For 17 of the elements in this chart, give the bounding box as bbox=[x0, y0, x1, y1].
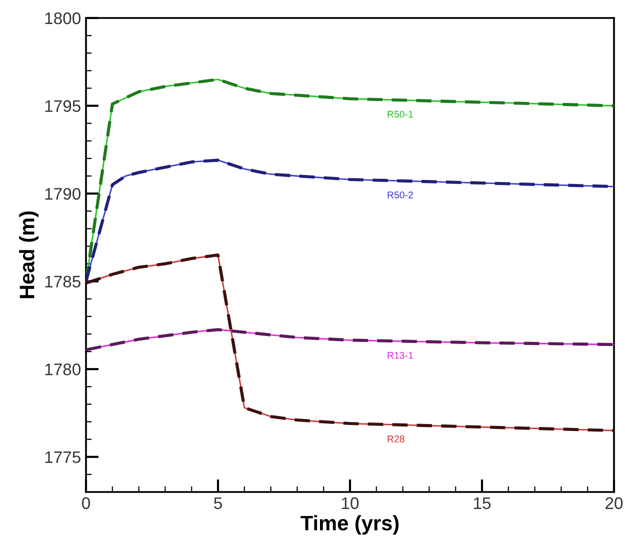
x-axis-title: Time (yrs) bbox=[300, 515, 399, 535]
series-label: R50-2 bbox=[388, 191, 413, 198]
y-tick-label: 1780 bbox=[45, 364, 80, 376]
x-tick-label: 0 bbox=[82, 497, 90, 510]
x-tick-label: 20 bbox=[606, 497, 623, 510]
series-label: R50-1 bbox=[388, 110, 413, 118]
y-tick-label: 1775 bbox=[45, 451, 80, 464]
y-tick-label: 1795 bbox=[45, 100, 80, 112]
x-tick-label: 10 bbox=[342, 497, 359, 510]
series-label: R28 bbox=[388, 436, 404, 442]
y-tick-label: 1800 bbox=[45, 12, 80, 24]
y-tick-label: 1790 bbox=[45, 188, 80, 200]
x-tick-label: 5 bbox=[214, 497, 222, 510]
y-axis-title: Head (m) bbox=[19, 211, 39, 298]
y-tick-label: 1785 bbox=[45, 276, 80, 288]
series-label: R13-1 bbox=[388, 352, 413, 359]
x-tick-label: 15 bbox=[474, 497, 491, 510]
